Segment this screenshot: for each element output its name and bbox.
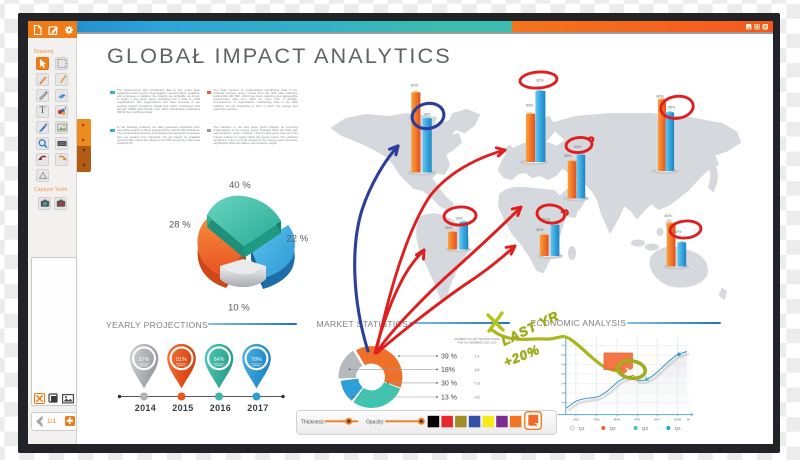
svg-text:58%: 58% (424, 113, 432, 117)
svg-text:APR: APR (634, 418, 641, 422)
svg-text:JAN: JAN (573, 418, 579, 422)
svg-text:39 %: 39 % (441, 354, 457, 361)
svg-text:30 %: 30 % (441, 380, 457, 387)
svg-text:33%: 33% (456, 217, 464, 221)
svg-text:30%: 30% (564, 154, 572, 158)
svg-text:64%: 64% (214, 357, 225, 363)
svg-text:Q4: Q4 (675, 426, 682, 431)
svg-text:78%: 78% (251, 357, 262, 363)
svg-text:55: 55 (561, 372, 564, 376)
svg-text:65: 65 (561, 353, 564, 357)
svg-text:37%: 37% (139, 357, 150, 363)
svg-text:18%: 18% (441, 367, 455, 374)
svg-text:55%: 55% (668, 106, 676, 110)
svg-text:70: 70 (561, 344, 564, 348)
svg-text:NUMBER OF LAST TRANSACTIONS: NUMBER OF LAST TRANSACTIONS (454, 337, 500, 341)
svg-text:FEB: FEB (594, 418, 600, 422)
svg-text:►: ► (687, 418, 690, 422)
svg-text:10 %: 10 % (228, 303, 250, 314)
svg-text:4-6: 4-6 (475, 368, 480, 372)
svg-text:>12: >12 (474, 396, 480, 400)
svg-text:LAST YR: LAST YR (499, 308, 562, 349)
svg-text:39 %: 39 % (542, 218, 551, 222)
svg-text:60: 60 (561, 363, 564, 367)
svg-text:26%: 26% (445, 226, 453, 230)
svg-text:Q3: Q3 (642, 426, 649, 431)
svg-text:81%: 81% (537, 79, 545, 83)
svg-text:53%: 53% (526, 104, 534, 108)
svg-text:40: 40 (561, 401, 564, 405)
svg-text:FOR ALL MEMBERS 2011-2013: FOR ALL MEMBERS 2011-2013 (458, 341, 497, 345)
svg-text:7-12: 7-12 (474, 381, 481, 385)
svg-text:Opacity:: Opacity: (366, 420, 384, 426)
svg-text:50: 50 (561, 382, 564, 386)
svg-text:22 %: 22 % (287, 234, 309, 245)
svg-text:20%: 20% (674, 230, 682, 234)
svg-text:MAR: MAR (614, 418, 622, 422)
svg-text:Q2: Q2 (610, 426, 617, 431)
svg-text:1-3: 1-3 (475, 355, 480, 359)
svg-text:45: 45 (561, 391, 564, 395)
svg-text:51%: 51% (176, 357, 187, 363)
svg-text:80%: 80% (657, 95, 665, 99)
svg-text:13 %: 13 % (441, 395, 457, 402)
svg-text:83%: 83% (411, 84, 419, 88)
svg-text:-40%: -40% (573, 145, 582, 149)
svg-text:40%: 40% (665, 214, 673, 218)
svg-text:Q1: Q1 (579, 426, 586, 431)
svg-text:JUNE: JUNE (673, 418, 681, 422)
svg-text:30%: 30% (536, 228, 544, 232)
svg-text:MAY: MAY (654, 418, 660, 422)
svg-text:28 %: 28 % (169, 220, 191, 231)
svg-text:40 %: 40 % (229, 180, 251, 191)
svg-text:Thickness:: Thickness: (301, 420, 325, 426)
